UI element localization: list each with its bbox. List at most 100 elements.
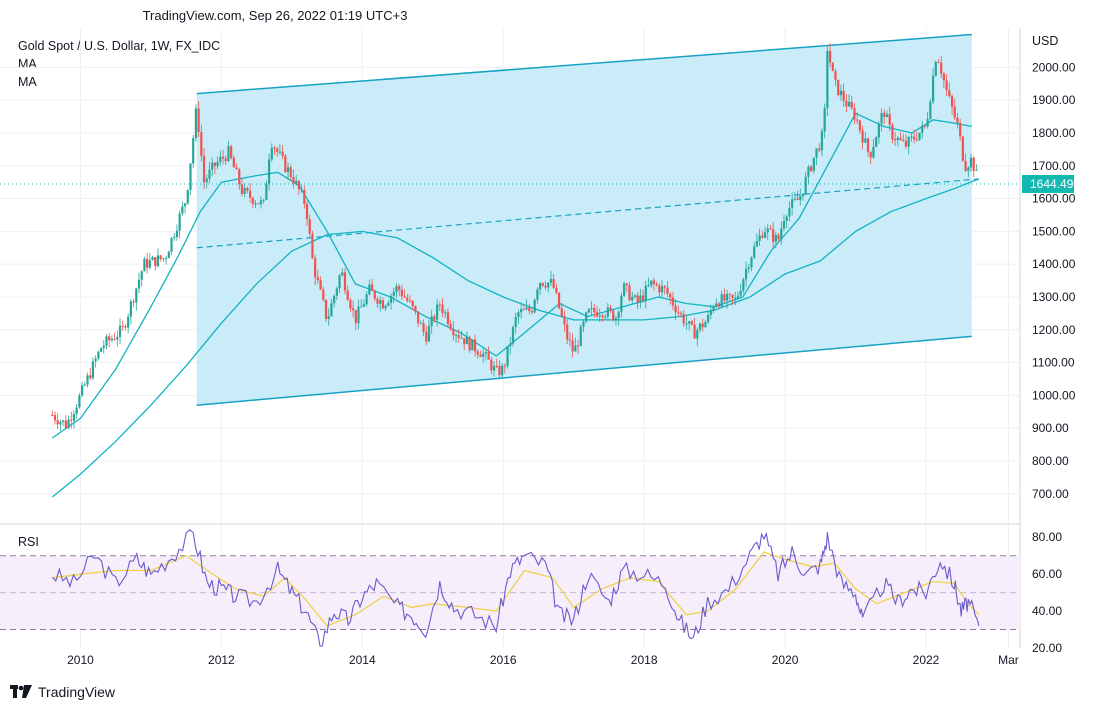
candle[interactable]	[162, 257, 165, 262]
candle[interactable]	[655, 281, 658, 287]
candle[interactable]	[89, 367, 92, 381]
candle[interactable]	[113, 332, 116, 341]
candle[interactable]	[449, 319, 452, 332]
candle[interactable]	[56, 413, 59, 430]
legend-ma-2[interactable]: MA	[18, 75, 37, 89]
candle[interactable]	[671, 291, 674, 310]
candle[interactable]	[243, 183, 246, 198]
candle[interactable]	[850, 95, 853, 110]
candle[interactable]	[205, 174, 208, 189]
candle[interactable]	[750, 256, 753, 272]
candle[interactable]	[319, 276, 322, 291]
candle[interactable]	[674, 299, 677, 321]
candle[interactable]	[303, 185, 306, 209]
candle[interactable]	[387, 300, 390, 307]
candle[interactable]	[704, 319, 707, 328]
candle[interactable]	[782, 214, 786, 232]
candle[interactable]	[679, 310, 683, 318]
candle[interactable]	[940, 55, 943, 78]
candle[interactable]	[311, 230, 314, 259]
candle[interactable]	[110, 335, 113, 343]
candle[interactable]	[693, 318, 696, 339]
candle[interactable]	[785, 214, 788, 229]
candle[interactable]	[736, 291, 740, 300]
candle[interactable]	[666, 281, 669, 298]
candle[interactable]	[571, 333, 574, 358]
candle[interactable]	[346, 285, 349, 301]
candle[interactable]	[788, 201, 791, 222]
candle[interactable]	[972, 156, 975, 178]
candle[interactable]	[707, 310, 710, 325]
candle[interactable]	[105, 333, 108, 350]
candle[interactable]	[186, 189, 189, 205]
candle[interactable]	[918, 132, 921, 142]
candle[interactable]	[647, 277, 650, 288]
ma-fast-line[interactable]	[51, 112, 972, 439]
candle[interactable]	[682, 310, 685, 328]
candle[interactable]	[124, 323, 127, 331]
candle[interactable]	[663, 285, 666, 295]
candle[interactable]	[273, 145, 276, 155]
candle[interactable]	[734, 291, 737, 306]
candle[interactable]	[148, 253, 151, 270]
candle[interactable]	[173, 233, 176, 242]
candle[interactable]	[276, 146, 279, 157]
candle[interactable]	[392, 287, 395, 304]
candle[interactable]	[885, 110, 889, 118]
candle[interactable]	[341, 268, 344, 277]
candle[interactable]	[652, 277, 656, 292]
candle[interactable]	[533, 298, 536, 314]
candle[interactable]	[281, 145, 284, 160]
candle[interactable]	[967, 165, 970, 178]
candle[interactable]	[926, 112, 929, 129]
candle[interactable]	[487, 346, 490, 360]
candle[interactable]	[923, 125, 927, 129]
candle[interactable]	[528, 303, 531, 315]
candle[interactable]	[132, 298, 135, 308]
candle[interactable]	[639, 288, 642, 309]
candle[interactable]	[267, 153, 271, 191]
candle[interactable]	[731, 294, 734, 306]
candle[interactable]	[370, 278, 374, 291]
candle[interactable]	[725, 289, 729, 309]
candle[interactable]	[744, 261, 748, 288]
candle[interactable]	[441, 298, 444, 318]
candle[interactable]	[70, 411, 73, 429]
candle[interactable]	[595, 306, 599, 318]
candle[interactable]	[492, 361, 496, 377]
candle[interactable]	[582, 319, 585, 333]
candle[interactable]	[75, 403, 78, 419]
candle[interactable]	[208, 162, 211, 184]
candle[interactable]	[942, 72, 946, 88]
candle[interactable]	[807, 164, 810, 185]
candle[interactable]	[902, 133, 905, 143]
candle[interactable]	[660, 279, 664, 299]
candle[interactable]	[151, 255, 154, 261]
candle[interactable]	[262, 199, 265, 204]
candle[interactable]	[454, 333, 458, 344]
candle[interactable]	[178, 210, 181, 239]
candle[interactable]	[292, 169, 295, 189]
candle[interactable]	[853, 103, 856, 125]
candle[interactable]	[175, 224, 179, 241]
candle[interactable]	[246, 186, 249, 194]
candle[interactable]	[883, 109, 886, 125]
candle[interactable]	[758, 228, 761, 246]
candle[interactable]	[471, 339, 474, 351]
candle[interactable]	[146, 252, 149, 274]
candle[interactable]	[907, 135, 910, 155]
candle[interactable]	[406, 294, 409, 303]
candle[interactable]	[847, 94, 851, 108]
candle[interactable]	[324, 299, 328, 322]
candle[interactable]	[127, 313, 130, 334]
candle[interactable]	[289, 164, 292, 180]
candle[interactable]	[641, 289, 645, 303]
candle[interactable]	[590, 301, 593, 316]
candle[interactable]	[62, 419, 65, 426]
candle[interactable]	[83, 381, 86, 387]
candle[interactable]	[520, 302, 523, 319]
candle[interactable]	[631, 291, 634, 304]
candle[interactable]	[842, 83, 845, 107]
candle[interactable]	[509, 336, 512, 355]
candle[interactable]	[156, 248, 160, 268]
